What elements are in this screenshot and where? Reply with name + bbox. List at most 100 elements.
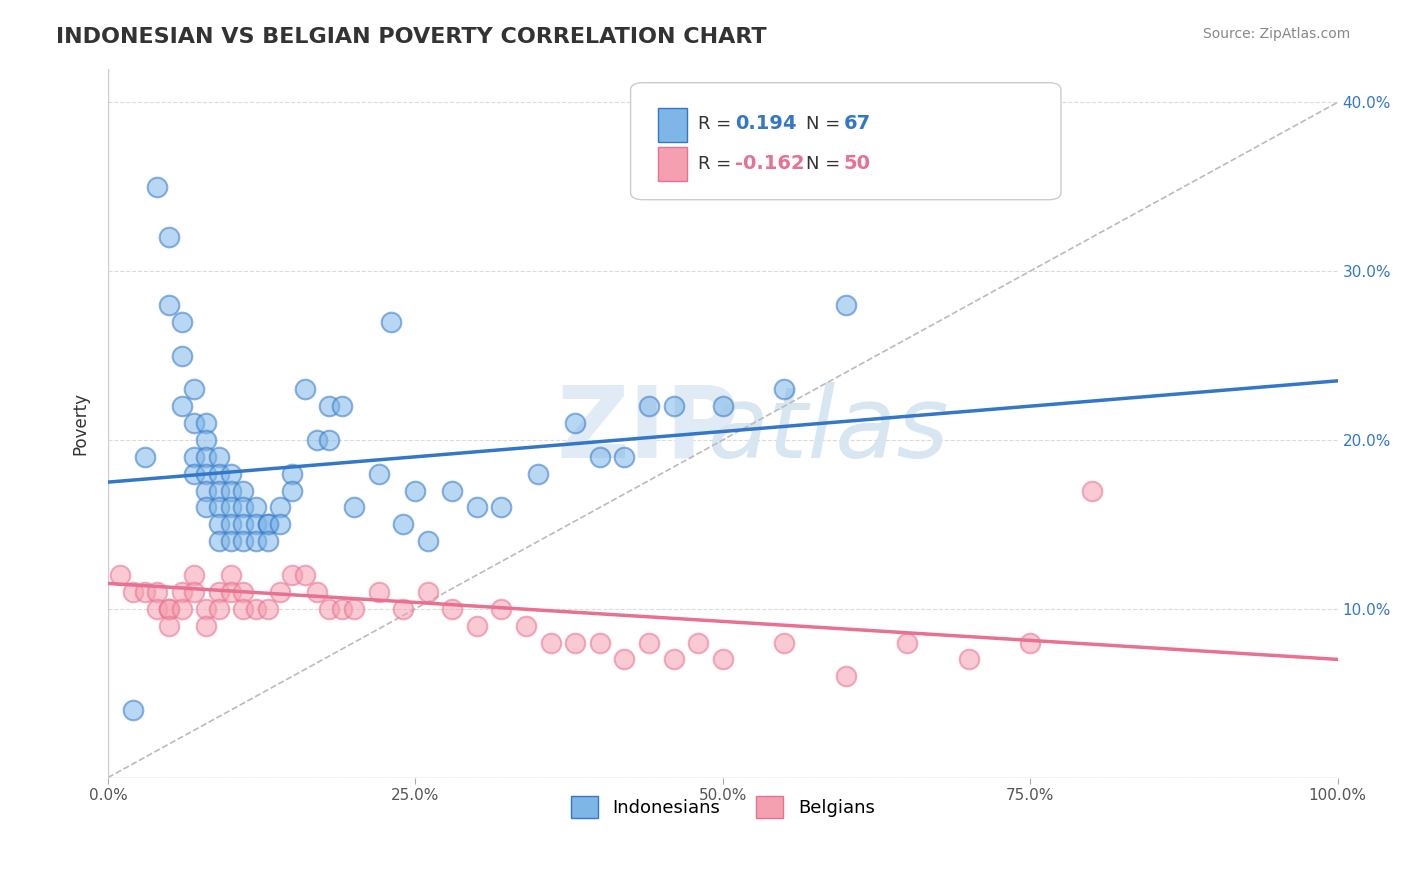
Point [183, 467, 205, 481]
Point [416, 585, 439, 599]
Text: 50: 50 [844, 154, 870, 173]
Point [195, 433, 218, 447]
Point [835, 669, 858, 683]
Point [589, 450, 612, 464]
Point [219, 467, 242, 481]
Point [121, 703, 143, 717]
Point [183, 450, 205, 464]
Point [638, 635, 661, 649]
Point [183, 585, 205, 599]
Point [465, 618, 488, 632]
Point [515, 618, 537, 632]
Point [269, 517, 291, 532]
Point [134, 450, 156, 464]
Point [367, 585, 389, 599]
Point [269, 585, 291, 599]
Point [146, 601, 169, 615]
Point [896, 179, 918, 194]
Point [896, 635, 918, 649]
Point [170, 585, 193, 599]
Text: Source: ZipAtlas.com: Source: ZipAtlas.com [1202, 27, 1350, 41]
Point [208, 450, 231, 464]
Point [491, 601, 513, 615]
Point [662, 652, 685, 666]
Point [294, 382, 316, 396]
Point [1019, 635, 1042, 649]
Point [219, 534, 242, 549]
Point [380, 315, 402, 329]
Point [195, 450, 218, 464]
Point [688, 635, 710, 649]
Point [269, 500, 291, 515]
Legend: Indonesians, Belgians: Indonesians, Belgians [564, 789, 882, 825]
Point [527, 467, 550, 481]
Point [330, 399, 353, 413]
Point [170, 601, 193, 615]
Point [711, 652, 734, 666]
Point [219, 483, 242, 498]
Point [121, 585, 143, 599]
Text: N =: N = [807, 154, 846, 172]
Point [146, 585, 169, 599]
Point [208, 517, 231, 532]
Point [219, 517, 242, 532]
Point [183, 416, 205, 430]
Point [564, 635, 586, 649]
Point [343, 601, 366, 615]
Point [613, 450, 636, 464]
Point [404, 483, 426, 498]
Point [318, 399, 340, 413]
Point [613, 652, 636, 666]
Point [195, 601, 218, 615]
Point [219, 500, 242, 515]
Point [195, 618, 218, 632]
Point [305, 433, 328, 447]
Point [183, 382, 205, 396]
Text: ZIP: ZIP [557, 382, 740, 479]
Point [232, 517, 254, 532]
Point [1080, 483, 1102, 498]
Text: -0.162: -0.162 [735, 154, 804, 173]
Point [957, 652, 980, 666]
Text: R =: R = [699, 115, 737, 133]
Point [257, 517, 280, 532]
Text: 0.194: 0.194 [735, 114, 797, 133]
Point [343, 500, 366, 515]
FancyBboxPatch shape [630, 83, 1062, 200]
Point [170, 349, 193, 363]
Point [281, 467, 304, 481]
Point [392, 601, 415, 615]
Point [183, 568, 205, 582]
Point [638, 399, 661, 413]
Point [257, 517, 280, 532]
Point [208, 500, 231, 515]
Point [159, 230, 181, 244]
Bar [658, 108, 688, 142]
Point [773, 635, 796, 649]
Point [491, 500, 513, 515]
Bar [658, 146, 688, 180]
Point [392, 517, 415, 532]
Point [110, 568, 132, 582]
Point [318, 433, 340, 447]
Point [208, 467, 231, 481]
Point [159, 601, 181, 615]
Y-axis label: Poverty: Poverty [72, 392, 89, 455]
Point [232, 601, 254, 615]
Point [281, 568, 304, 582]
Point [773, 382, 796, 396]
Point [159, 618, 181, 632]
Point [416, 534, 439, 549]
Point [208, 534, 231, 549]
Point [835, 298, 858, 312]
Point [465, 500, 488, 515]
Point [232, 585, 254, 599]
Point [195, 467, 218, 481]
Point [294, 568, 316, 582]
Point [232, 500, 254, 515]
Point [305, 585, 328, 599]
Point [134, 585, 156, 599]
Point [245, 517, 267, 532]
Point [159, 601, 181, 615]
Point [257, 534, 280, 549]
